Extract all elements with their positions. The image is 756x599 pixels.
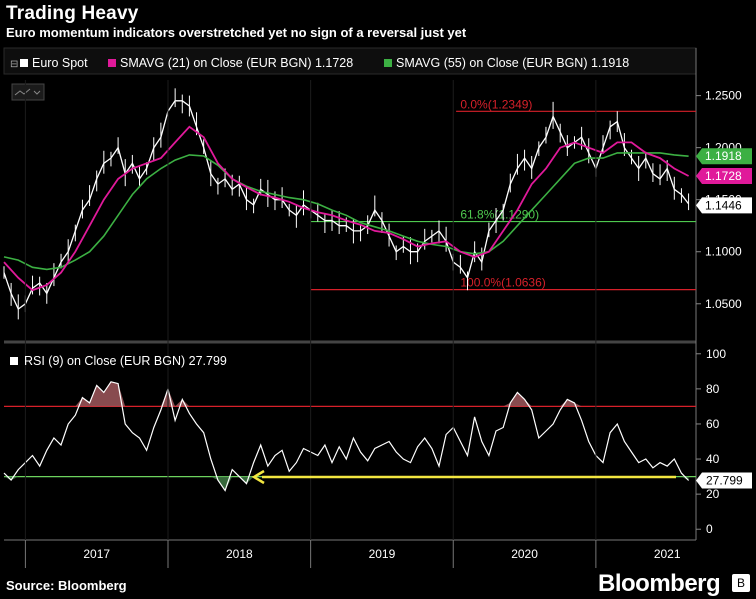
last-value-tag xyxy=(696,167,752,184)
x-tick-label: 2021 xyxy=(654,547,681,561)
sma55-line xyxy=(3,152,689,271)
fib-level-label: 100.0%(1.0636) xyxy=(460,276,545,290)
rsi-overbought-fill xyxy=(4,381,689,407)
legend-collapse-icon[interactable]: ⊟ xyxy=(10,59,18,70)
x-tick-label: 2020 xyxy=(511,547,538,561)
legend-label-rsi: RSI (9) on Close (EUR BGN) 27.799 xyxy=(24,354,227,368)
rsi-y-tick-label: 80 xyxy=(706,382,720,396)
rsi-value-tag-label: 27.799 xyxy=(706,473,743,487)
bloomberg-mark-icon: B xyxy=(732,574,750,592)
legend-label-sma55: SMAVG (55) on Close (EUR BGN) 1.1918 xyxy=(396,56,629,70)
rsi-y-tick-label: 20 xyxy=(706,487,720,501)
legend-swatch-sma55 xyxy=(384,59,392,67)
chart-subtitle: Euro momentum indicators overstretched y… xyxy=(6,25,467,40)
chart-title: Trading Heavy xyxy=(6,3,139,24)
legend-swatch-price xyxy=(20,59,28,67)
legend-bar xyxy=(3,47,697,75)
fib-level-label: 0.0%(1.2349) xyxy=(460,97,532,111)
rsi-line xyxy=(3,381,690,492)
chart-type-dropdown[interactable] xyxy=(11,83,45,101)
legend-label-price: Euro Spot xyxy=(32,56,88,70)
rsi-oversold-fill xyxy=(4,476,689,491)
rsi-y-tick-label: 0 xyxy=(706,522,713,536)
support-arrow-head xyxy=(251,469,265,485)
bloomberg-logo: Bloomberg xyxy=(598,570,721,597)
rsi-value-tag xyxy=(696,472,752,489)
chevron-down-icon xyxy=(33,90,41,95)
last-value-tag-label: 1.1446 xyxy=(705,198,742,212)
price-line xyxy=(3,100,690,310)
rsi-y-tick-label: 100 xyxy=(706,347,726,361)
legend-label-sma21: SMAVG (21) on Close (EUR BGN) 1.1728 xyxy=(120,56,353,70)
x-tick-label: 2017 xyxy=(83,547,110,561)
last-value-tag xyxy=(696,197,752,214)
rsi-y-tick-label: 60 xyxy=(706,417,720,431)
source-label: Source: Bloomberg xyxy=(6,578,127,593)
price-y-tick-label: 1.0500 xyxy=(705,297,742,311)
x-tick-label: 2018 xyxy=(226,547,253,561)
sma21-line xyxy=(3,125,690,292)
last-value-tag-label: 1.1918 xyxy=(705,149,742,163)
legend-swatch-sma21 xyxy=(108,59,116,67)
last-value-tag-label: 1.1728 xyxy=(705,169,742,183)
legend-swatch-rsi xyxy=(10,357,18,365)
price-y-tick-label: 1.1000 xyxy=(705,245,742,259)
line-chart-icon xyxy=(14,88,31,96)
rsi-y-tick-label: 40 xyxy=(706,452,720,466)
price-y-tick-label: 1.2500 xyxy=(705,89,742,103)
x-tick-label: 2019 xyxy=(369,547,396,561)
last-value-tag xyxy=(696,148,752,165)
